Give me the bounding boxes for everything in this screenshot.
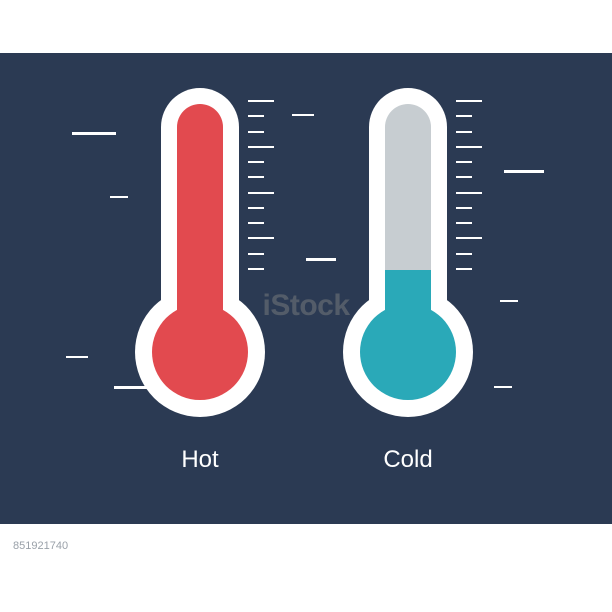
cold-scale-tick [456, 253, 472, 255]
cold-scale-tick [456, 100, 482, 102]
cold-scale-tick [456, 146, 482, 148]
hot-scale-tick [248, 207, 264, 209]
cold-scale-tick [456, 237, 482, 239]
hot-scale-tick [248, 253, 264, 255]
decor-dash [110, 196, 128, 198]
hot-scale-tick [248, 192, 274, 194]
decor-dash [66, 356, 88, 358]
cold-scale-tick [456, 222, 472, 224]
cold-scale-tick [456, 207, 472, 209]
cold-scale-tick [456, 131, 472, 133]
hot-scale-tick [248, 268, 264, 270]
hot-scale-tick [248, 115, 264, 117]
cold-scale-tick [456, 161, 472, 163]
decor-dash [72, 132, 116, 135]
hot-scale-tick [248, 176, 264, 178]
whitebar-bottom [0, 524, 612, 612]
image-id: 851921740 [13, 540, 68, 552]
cold-fill-tube [385, 270, 431, 352]
hot-scale-tick [248, 237, 274, 239]
cold-scale-tick [456, 176, 472, 178]
hot-scale-tick [248, 146, 274, 148]
cold-scale-tick [456, 115, 472, 117]
decor-dash [306, 258, 336, 261]
hot-scale-tick [248, 222, 264, 224]
decor-dash [292, 114, 314, 116]
decor-dash [500, 300, 518, 302]
whitebar-top [0, 0, 612, 53]
hot-fill-tube [177, 104, 223, 352]
cold-label: Cold [308, 446, 508, 474]
hot-scale-tick [248, 131, 264, 133]
hot-scale-tick [248, 100, 274, 102]
decor-dash [504, 170, 544, 173]
decor-dash [494, 386, 512, 388]
canvas: iStock 851921740 HotCold [0, 0, 612, 612]
hot-scale-tick [248, 161, 264, 163]
cold-scale-tick [456, 192, 482, 194]
hot-label: Hot [100, 446, 300, 474]
cold-scale-tick [456, 268, 472, 270]
